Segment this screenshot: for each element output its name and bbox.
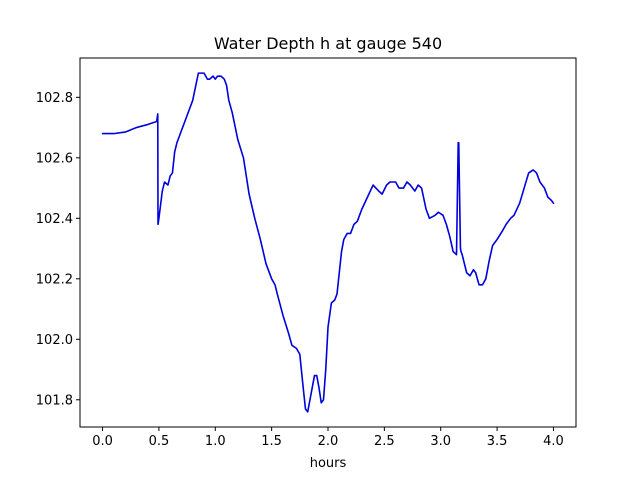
x-tick-label: 0.0 [92,434,113,449]
x-tick-label: 2.0 [318,434,339,449]
x-tick-label: 1.5 [261,434,282,449]
x-axis-label: hours [310,456,347,471]
chart-title: Water Depth h at gauge 540 [214,34,442,53]
y-tick-label: 102.8 [36,91,73,106]
y-tick-label: 102.4 [36,212,73,227]
y-tick-label: 102.2 [36,272,73,287]
x-tick-label: 1.0 [205,434,226,449]
plot-frame [79,57,577,428]
x-tick-label: 4.0 [543,434,564,449]
y-tick-label: 102.0 [36,333,73,348]
x-tick-label: 3.0 [430,434,451,449]
y-axis: 101.8 102.0 102.2 102.4 102.6 102.8 [36,91,80,408]
y-tick-label: 102.6 [36,151,73,166]
x-tick-label: 2.5 [374,434,395,449]
x-tick-label: 0.5 [149,434,170,449]
y-tick-label: 101.8 [36,393,73,408]
series-line [101,72,555,413]
x-axis: 0.0 0.5 1.0 1.5 2.0 2.5 3.0 3.5 4.0 [92,427,564,449]
plot-series [101,72,555,413]
x-tick-label: 3.5 [487,434,508,449]
